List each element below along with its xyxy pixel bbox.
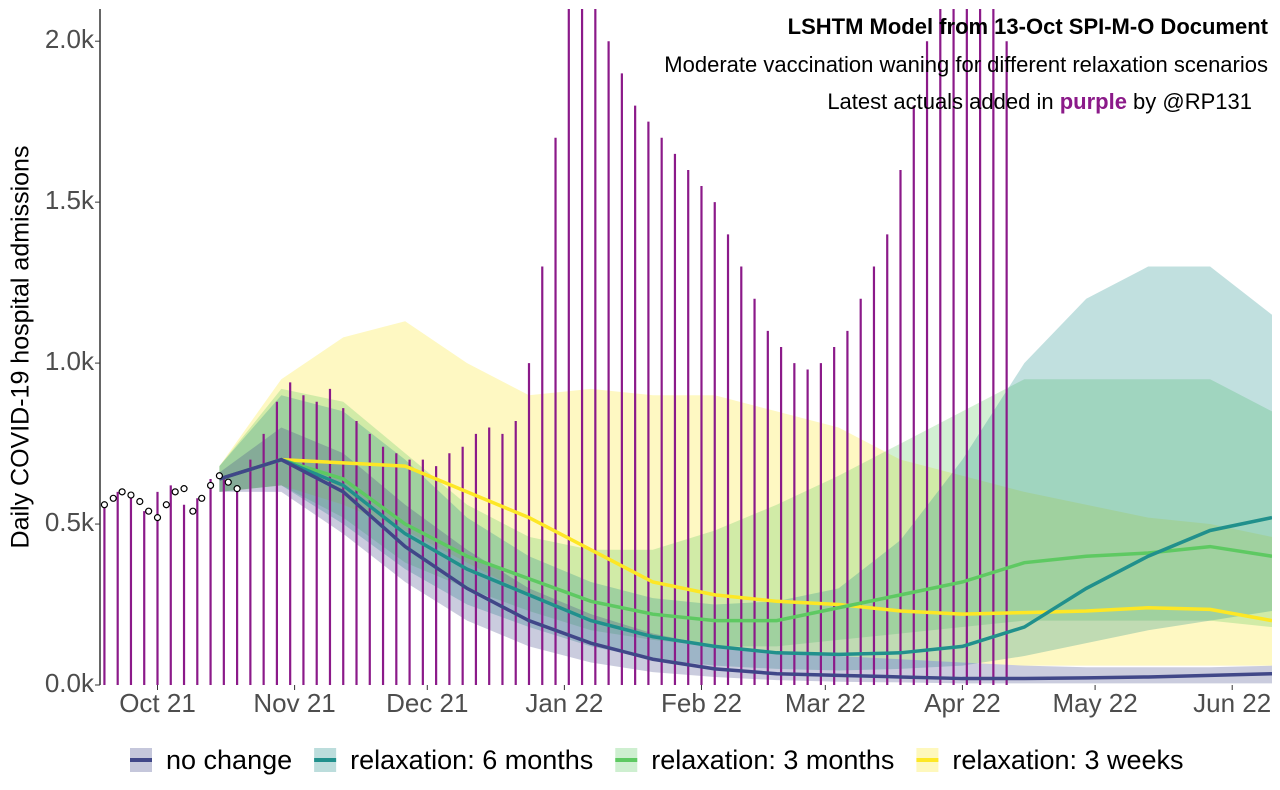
model-line <box>218 457 1272 623</box>
confidence-band <box>219 266 1272 671</box>
x-tick-label: Nov 21 <box>253 688 335 718</box>
actual-point <box>198 494 206 502</box>
x-tick-label: Mar 22 <box>785 688 866 718</box>
actual-point <box>171 488 179 496</box>
legend-label: no change <box>166 745 292 775</box>
x-tick-label: May 22 <box>1052 688 1137 718</box>
actual-point <box>153 514 162 522</box>
x-tick-label: Apr 22 <box>924 688 1001 718</box>
chart-note: Latest actuals added in purple by @RP131 <box>827 89 1252 114</box>
x-tick-label: Feb 22 <box>661 688 742 718</box>
y-tick-label: 0.0k <box>45 668 95 698</box>
confidence-band <box>219 379 1272 647</box>
model-line <box>218 457 1272 657</box>
confidence-band <box>219 427 1272 684</box>
chart-subtitle: Moderate vaccination waning for differen… <box>664 52 1268 77</box>
model-line <box>218 457 1272 681</box>
actual-point <box>189 507 197 515</box>
actual-point <box>109 494 117 502</box>
note-text: by @RP131 <box>1127 89 1252 114</box>
y-tick-label: 2.0k <box>45 24 95 54</box>
x-tick-label: Jan 22 <box>525 688 603 718</box>
x-tick-label: Dec 21 <box>386 688 468 718</box>
chart-title: LSHTM Model from 13-Oct SPI-M-O Document <box>788 14 1269 39</box>
note-text: Latest actuals added in <box>827 89 1059 114</box>
x-tick-label: Jun 22 <box>1193 688 1271 718</box>
actual-point <box>100 501 109 509</box>
actual-point <box>180 485 188 493</box>
model-line <box>218 457 1272 623</box>
actual-point <box>162 501 170 509</box>
plot-area <box>100 9 1272 685</box>
y-axis-title: Daily COVID-19 hospital admissions <box>7 146 35 549</box>
actual-point <box>224 478 232 486</box>
actual-point <box>215 472 224 480</box>
actual-point <box>127 491 135 499</box>
x-tick-label: Oct 21 <box>119 688 196 718</box>
y-tick-label: 0.5k <box>45 507 95 537</box>
legend-label: relaxation: 3 months <box>651 745 894 775</box>
actual-point <box>118 488 126 496</box>
legend: no change relaxation: 6 months relaxation:… <box>130 745 1184 775</box>
legend-label: relaxation: 6 months <box>350 745 593 775</box>
actual-point <box>206 481 215 490</box>
y-tick-label: 1.5k <box>45 185 95 215</box>
actual-point <box>145 507 153 515</box>
note-highlight: purple <box>1060 89 1127 114</box>
actual-point <box>233 485 241 493</box>
legend-label: relaxation: 3 weeks <box>952 745 1183 775</box>
actual-point <box>136 497 144 506</box>
confidence-band <box>219 321 1272 666</box>
y-tick-label: 1.0k <box>45 346 95 376</box>
